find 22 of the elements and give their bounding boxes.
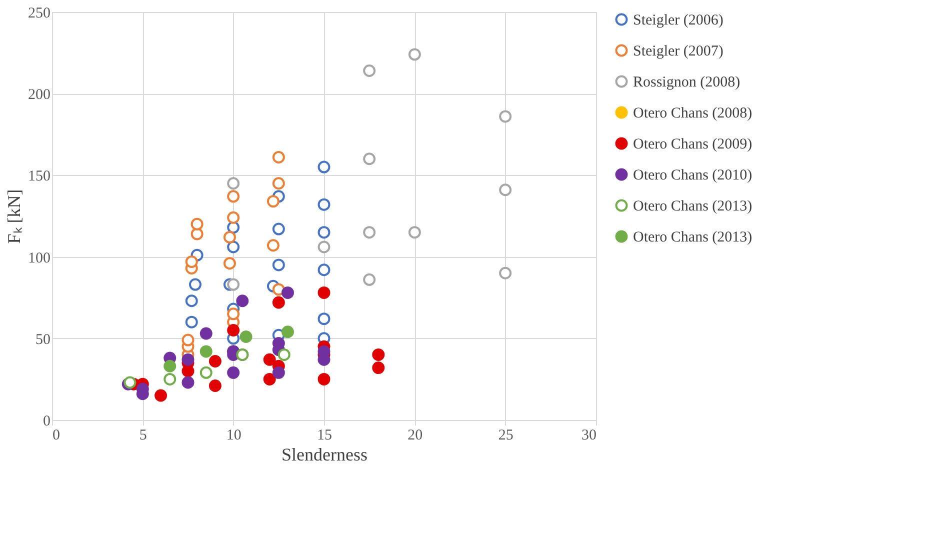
- x-tick-label: 30: [582, 428, 596, 444]
- x-tick-label: 5: [139, 428, 147, 444]
- legend-label: Otero Chans (2009): [633, 136, 752, 152]
- y-tick-label: 50: [36, 332, 50, 348]
- legend-label: Otero Chans (2013): [633, 230, 752, 246]
- x-tick-label: 25: [498, 428, 514, 444]
- y-tick-label: 100: [28, 250, 50, 266]
- legend-label: Otero Chans (2008): [633, 106, 752, 122]
- y-tick-label: 150: [28, 168, 50, 185]
- x-tick-label: 10: [226, 428, 242, 444]
- legend-label: Steigler (2006): [633, 12, 724, 28]
- legend-label: Steigler (2007): [633, 44, 724, 60]
- legend-label: Otero Chans (2010): [633, 168, 752, 184]
- x-tick-label: 20: [408, 428, 423, 444]
- legend-label: Rossignon (2008): [633, 74, 740, 90]
- y-tick-label: 200: [28, 87, 50, 104]
- x-tick-label: 15: [317, 428, 332, 444]
- legend-label: Otero Chans (2013): [633, 198, 752, 214]
- y-tick-label: 250: [28, 6, 50, 22]
- x-axis-title: Slenderness: [282, 444, 368, 464]
- y-axis-title: Fₖ [kN]: [4, 189, 24, 244]
- y-tick-label: 0: [43, 414, 50, 430]
